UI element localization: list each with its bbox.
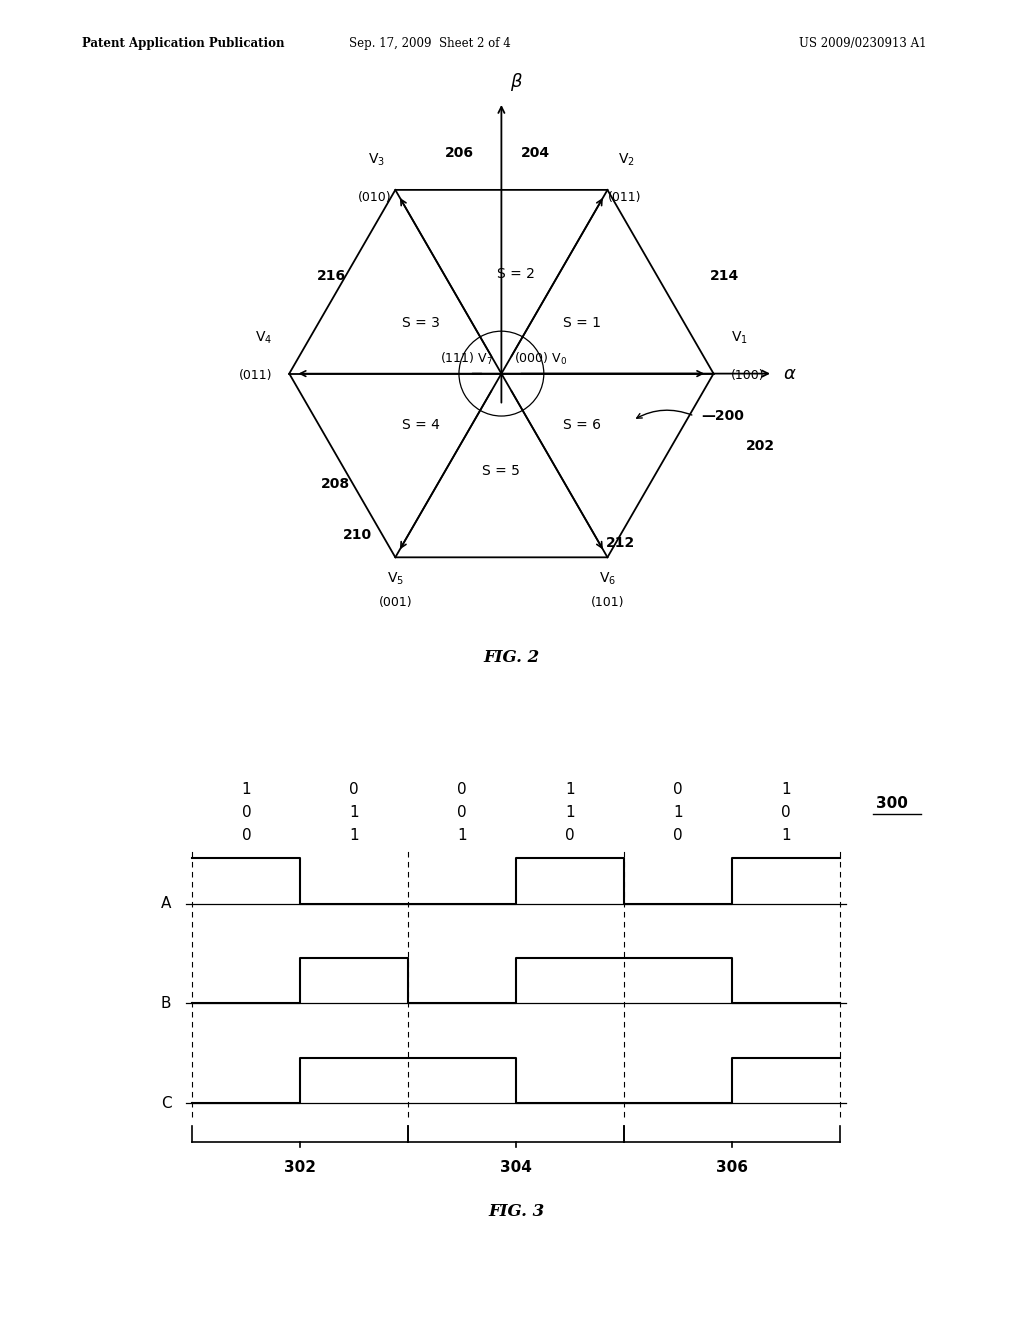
Text: 1: 1 <box>242 783 251 797</box>
Text: 0: 0 <box>781 805 791 820</box>
Text: 1: 1 <box>565 783 575 797</box>
Text: (101): (101) <box>591 597 625 610</box>
Text: V$_4$: V$_4$ <box>255 330 272 346</box>
Text: 302: 302 <box>285 1160 316 1175</box>
Text: 0: 0 <box>242 805 251 820</box>
Text: (100): (100) <box>730 370 764 383</box>
Text: S = 4: S = 4 <box>401 417 439 432</box>
Text: V$_1$: V$_1$ <box>730 330 748 346</box>
Text: 0: 0 <box>349 783 359 797</box>
Text: V$_5$: V$_5$ <box>387 572 403 587</box>
Text: (111) V$_7$: (111) V$_7$ <box>439 351 493 367</box>
Text: S = 6: S = 6 <box>563 417 601 432</box>
Text: 306: 306 <box>716 1160 749 1175</box>
Text: 212: 212 <box>605 536 635 550</box>
Text: 214: 214 <box>710 269 738 282</box>
Text: V$_3$: V$_3$ <box>368 152 385 168</box>
Text: 304: 304 <box>501 1160 532 1175</box>
Text: 1: 1 <box>565 805 575 820</box>
Text: α: α <box>783 364 796 383</box>
Text: (011): (011) <box>607 191 641 205</box>
Text: (000) V$_0$: (000) V$_0$ <box>514 351 567 367</box>
Text: FIG. 3: FIG. 3 <box>488 1204 545 1220</box>
Text: 0: 0 <box>458 805 467 820</box>
Text: 1: 1 <box>349 828 359 843</box>
Text: V$_2$: V$_2$ <box>618 152 635 168</box>
Text: 206: 206 <box>444 147 473 160</box>
Text: 1: 1 <box>781 783 791 797</box>
Text: (011): (011) <box>239 370 272 383</box>
Text: 1: 1 <box>349 805 359 820</box>
Text: US 2009/0230913 A1: US 2009/0230913 A1 <box>799 37 927 50</box>
Text: 1: 1 <box>674 805 683 820</box>
Text: 204: 204 <box>521 147 550 160</box>
Text: 0: 0 <box>674 783 683 797</box>
Text: 0: 0 <box>458 783 467 797</box>
Text: β: β <box>510 74 521 91</box>
Text: B: B <box>161 995 171 1011</box>
Text: 202: 202 <box>745 438 775 453</box>
Text: —200: —200 <box>700 409 743 422</box>
Text: S = 2: S = 2 <box>498 267 536 281</box>
Text: V$_6$: V$_6$ <box>599 572 616 587</box>
Text: 0: 0 <box>674 828 683 843</box>
Text: 0: 0 <box>242 828 251 843</box>
Text: 1: 1 <box>458 828 467 843</box>
Text: 0: 0 <box>565 828 575 843</box>
Text: Patent Application Publication: Patent Application Publication <box>82 37 285 50</box>
Text: 216: 216 <box>317 269 346 282</box>
Text: S = 1: S = 1 <box>563 315 601 330</box>
Text: FIG. 2: FIG. 2 <box>484 649 540 667</box>
Text: A: A <box>161 896 171 911</box>
Text: 300: 300 <box>877 796 908 810</box>
Text: (001): (001) <box>379 597 412 610</box>
Text: S = 5: S = 5 <box>482 465 520 478</box>
Text: (010): (010) <box>357 191 391 205</box>
Text: Sep. 17, 2009  Sheet 2 of 4: Sep. 17, 2009 Sheet 2 of 4 <box>349 37 511 50</box>
Text: 208: 208 <box>322 477 350 491</box>
Text: C: C <box>161 1096 171 1111</box>
Text: 1: 1 <box>781 828 791 843</box>
Text: 210: 210 <box>343 528 372 541</box>
Text: S = 3: S = 3 <box>401 315 439 330</box>
